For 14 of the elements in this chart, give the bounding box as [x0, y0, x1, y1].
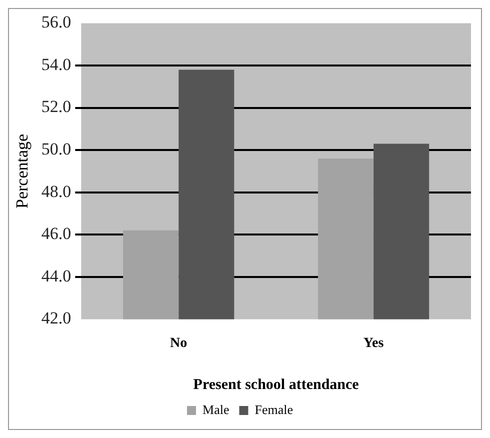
x-tick-label: Yes — [363, 336, 384, 352]
y-tick-label: 56.0 — [41, 12, 72, 32]
y-tick-label: 42.0 — [41, 308, 72, 328]
legend-label: Female — [254, 402, 294, 417]
y-axis-title: Percentage — [12, 134, 32, 208]
legend-label: Male — [202, 402, 230, 417]
x-tick-label: No — [170, 336, 188, 352]
y-tick-label: 54.0 — [41, 54, 72, 74]
y-tick-label: 46.0 — [41, 224, 72, 244]
y-tick-label: 52.0 — [41, 97, 72, 116]
y-tick-label: 44.0 — [41, 266, 72, 286]
y-tick-label: 50.0 — [41, 140, 72, 159]
x-axis-title: Present school attendance — [193, 376, 360, 393]
y-tick-label: 48.0 — [41, 182, 72, 201]
